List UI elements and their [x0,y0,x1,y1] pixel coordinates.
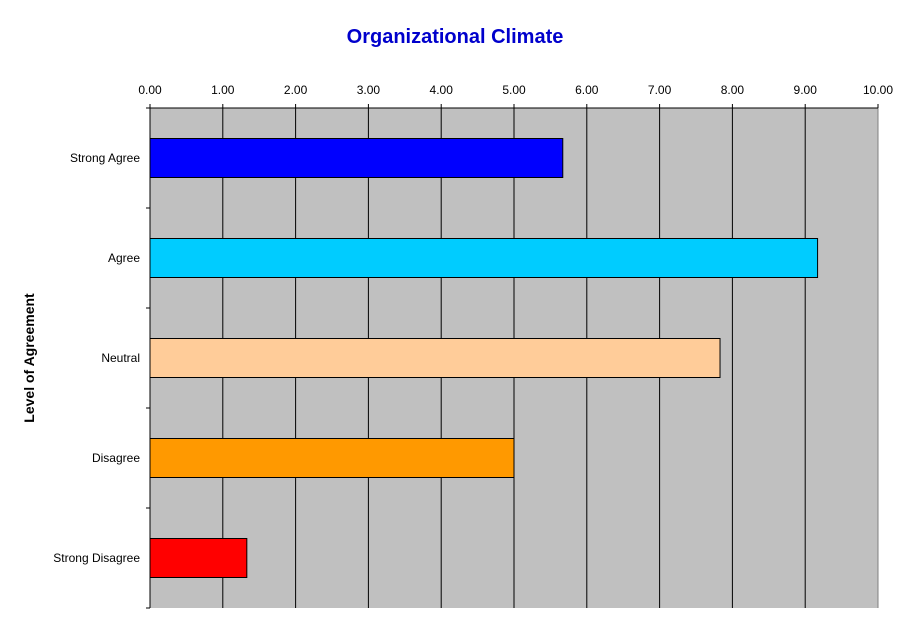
x-tick-labels: 0.00 1.00 2.00 3.00 4.00 5.00 6.00 7.00 8.00 9.00… [138,83,893,97]
x-tick-label: 4.00 [430,83,454,97]
x-tick-label: 3.00 [357,83,381,97]
x-tick-label: 10.00 [863,83,893,97]
x-tick-label: 9.00 [794,83,818,97]
bar-disagree [149,438,515,478]
bar-neutral [149,338,721,378]
y-axis-title: Level of Agreement [21,293,37,423]
x-tick-label: 5.00 [502,83,526,97]
category-label: Strong Agree [70,151,140,165]
category-label: Strong Disagree [53,551,140,565]
category-labels: Strong Agree Agree Neutral Disagree Strong D… [53,151,140,565]
x-tick-label: 2.00 [284,83,308,97]
x-tick-label: 8.00 [721,83,745,97]
x-tick-label: 6.00 [575,83,599,97]
x-tick-label: 1.00 [211,83,235,97]
category-label: Neutral [101,351,140,365]
x-tick-label: 0.00 [138,83,162,97]
bar-strong-disagree [149,538,248,578]
category-label: Agree [108,251,140,265]
bar-agree [149,238,819,278]
axes [146,104,879,609]
bar-strong-agree [149,138,564,178]
x-tick-label: 7.00 [648,83,672,97]
chart-title: Organizational Climate [347,26,564,48]
category-label: Disagree [92,451,140,465]
bars [149,138,819,578]
